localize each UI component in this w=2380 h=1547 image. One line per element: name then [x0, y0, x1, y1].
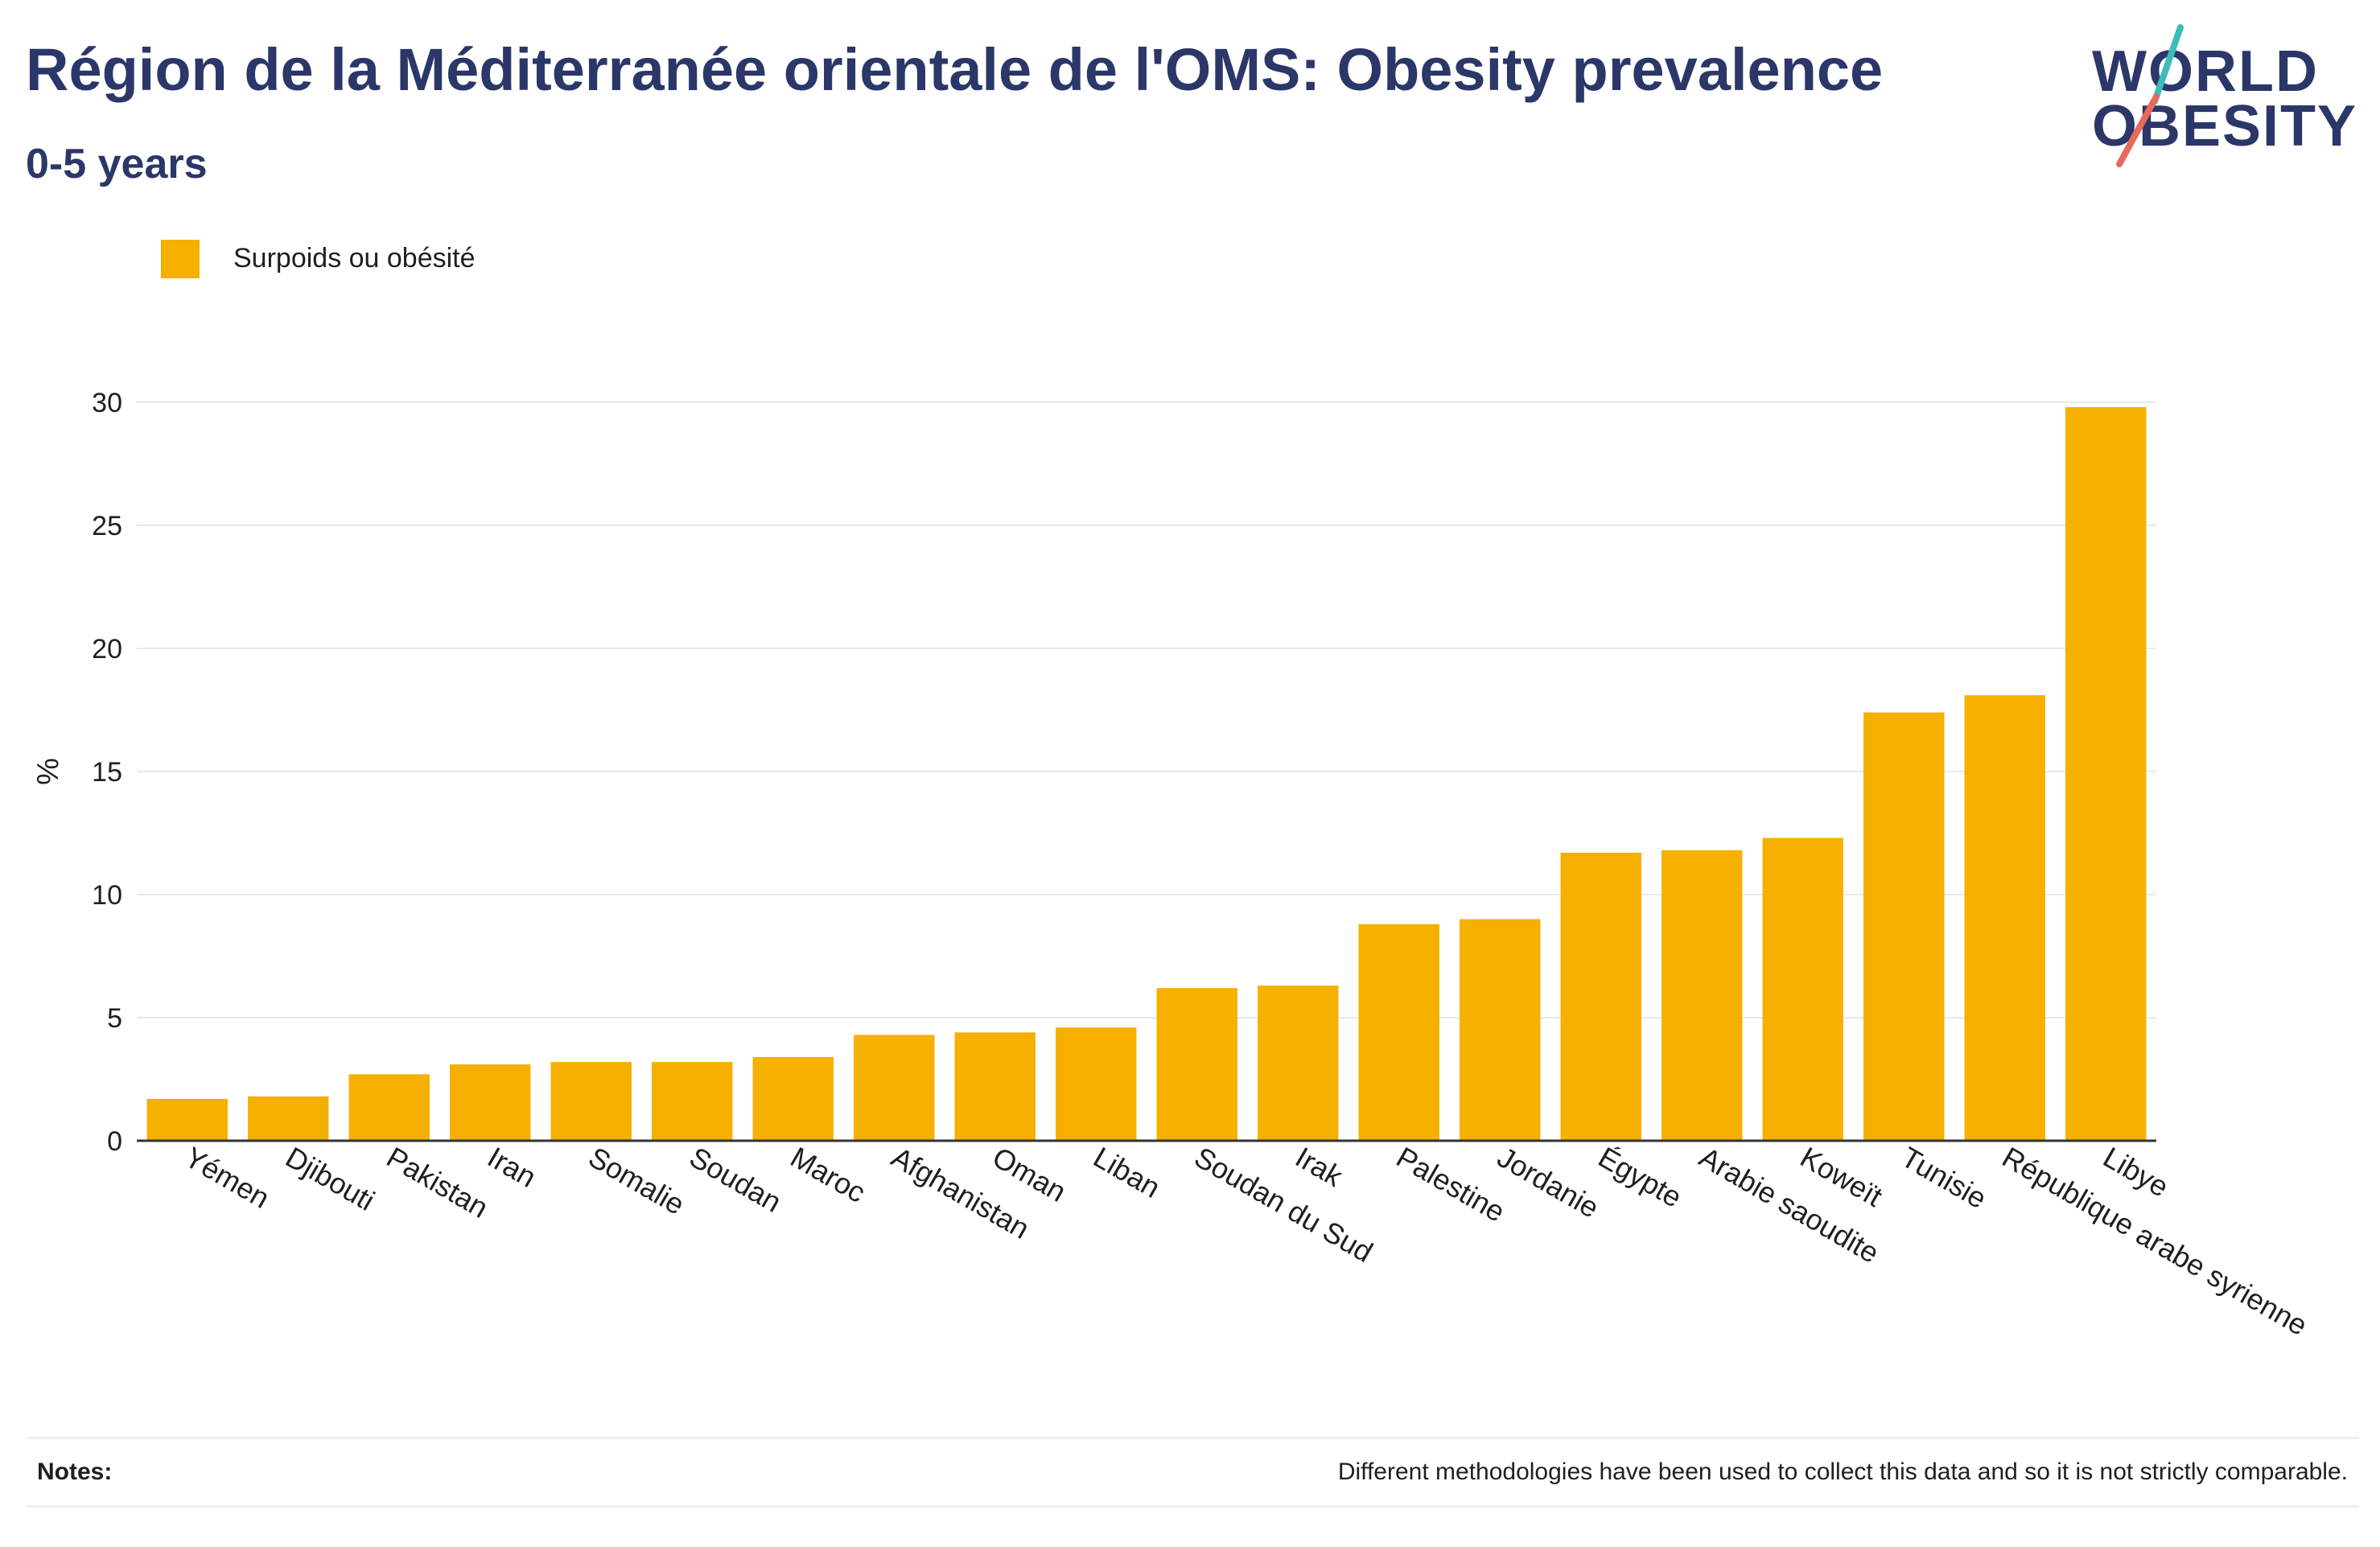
bar — [348, 1074, 430, 1141]
y-tick-label: 0 — [107, 1126, 122, 1157]
bar — [1258, 985, 1339, 1141]
world-obesity-logo: WORLD OBESITY — [2092, 24, 2366, 169]
bar — [2065, 407, 2147, 1141]
x-tick-label: Yémen — [179, 1140, 275, 1215]
x-tick-label: Soudan — [684, 1140, 787, 1219]
x-tick-label: Jordanie — [1492, 1140, 1604, 1224]
bar — [1460, 919, 1541, 1141]
legend-swatch — [161, 240, 200, 278]
x-tick-label: Soudan du Sud — [1189, 1140, 1378, 1269]
logo-text-obesity: OBESITY — [2092, 94, 2358, 158]
logo-slash-icon — [2116, 24, 2184, 167]
y-tick-label: 15 — [92, 757, 122, 788]
notes-text: Different methodologies have been used t… — [1337, 1459, 2348, 1485]
bar — [1056, 1027, 1137, 1141]
x-tick-label: Palestine — [1391, 1140, 1511, 1228]
bar — [1661, 850, 1743, 1141]
y-tick-label: 20 — [92, 634, 122, 664]
bar — [550, 1062, 632, 1141]
y-tick-label: 25 — [92, 511, 122, 541]
x-tick-label: Somalie — [583, 1140, 690, 1221]
chart-title: Région de la Méditerranée orientale de l… — [26, 36, 1884, 103]
legend-label: Surpoids ou obésité — [233, 243, 476, 274]
bar — [854, 1035, 935, 1141]
bar — [1762, 837, 1843, 1141]
bar — [1560, 852, 1641, 1141]
notes-label: Notes: — [37, 1459, 113, 1485]
x-tick-label: Pakistan — [381, 1140, 494, 1224]
bar — [752, 1056, 834, 1141]
bar — [1358, 924, 1439, 1141]
y-tick-label: 30 — [92, 388, 122, 418]
x-tick-label: Djibouti — [280, 1140, 380, 1217]
x-tick-label: Maroc — [785, 1140, 871, 1209]
bar — [652, 1062, 733, 1141]
bar — [1863, 712, 1945, 1141]
y-tick-label: 5 — [107, 1003, 122, 1034]
notes-bar: Notes: Different methodologies have been… — [26, 1437, 2359, 1508]
bar — [954, 1032, 1036, 1141]
x-tick-label: Tunisie — [1896, 1140, 1992, 1215]
x-tick-label: Iran — [482, 1140, 541, 1194]
bar — [146, 1098, 228, 1141]
x-tick-label: Arabie saoudite — [1694, 1140, 1884, 1269]
chart-subtitle: 0-5 years — [26, 141, 208, 187]
x-tick-label: Irak — [1290, 1140, 1349, 1193]
bar — [450, 1064, 531, 1141]
bar — [1156, 988, 1237, 1141]
x-tick-label: Libye — [2098, 1140, 2174, 1203]
bar — [1964, 695, 2045, 1141]
logo-text-world: WORLD — [2092, 39, 2319, 104]
bar — [248, 1096, 329, 1141]
x-tick-label: Liban — [1088, 1140, 1166, 1204]
y-tick-label: 10 — [92, 880, 122, 911]
x-tick-label: Égypte — [1593, 1140, 1688, 1214]
y-axis-title: % — [31, 758, 65, 785]
